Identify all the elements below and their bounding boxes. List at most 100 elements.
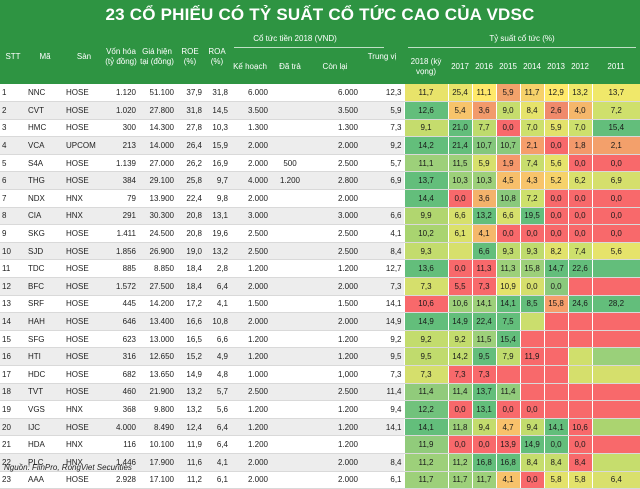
yield-cell: 22,4 <box>471 312 496 331</box>
row-plan: 4.000 <box>230 171 270 191</box>
yield-cell <box>591 330 640 349</box>
row-roa: 4,1 <box>204 295 230 314</box>
row-median: 14,1 <box>360 418 404 437</box>
table-row: 14 HAH HOSE 646 13.400 16,6 10,8 2.000 2.000 14,9… <box>0 312 640 331</box>
row-roa: 2,8 <box>204 259 230 279</box>
row-roe: 25,8 <box>176 171 204 191</box>
table-row: 23 AAA HOSE 2.928 17.100 11,2 6,1 2.000 2.000 6,1… <box>0 471 640 489</box>
row-plan: 6.000 <box>230 84 270 103</box>
row-roe: 11,2 <box>176 471 204 489</box>
yield-cell: 13,9 <box>495 435 520 454</box>
row-ticker: NNC <box>26 84 64 103</box>
yield-cell <box>567 277 592 296</box>
yield-cell <box>543 383 568 402</box>
header-stt: STT <box>5 52 21 61</box>
yield-cell: 24,6 <box>567 295 592 314</box>
yield-cell: 6,6 <box>447 207 472 226</box>
yield-cell <box>591 259 640 279</box>
header-vonhoa: Vốn hóa (tỷ đồng) <box>105 47 137 66</box>
row-price: 29.100 <box>138 171 176 191</box>
row-roa: 13,1 <box>204 207 230 226</box>
row-roa: 31,8 <box>204 84 230 103</box>
yield-cell: 5,8 <box>543 471 568 489</box>
row-ticker: THG <box>26 171 64 191</box>
row-plan: 3.000 <box>230 207 270 226</box>
row-stt: 22 <box>0 453 26 472</box>
row-paid <box>270 242 310 261</box>
yield-cell: 0,0 <box>519 224 544 243</box>
row-market-cap: 384 <box>104 171 138 191</box>
yield-cell: 0,0 <box>567 189 592 208</box>
yield-cell: 5,6 <box>591 242 640 261</box>
row-remaining: 1.300 <box>310 119 360 138</box>
yield-cell: 0,0 <box>543 136 568 155</box>
header-trungvi: Trung vị <box>367 52 397 61</box>
header-year-2015: 2015 <box>499 62 517 71</box>
row-roe: 11,6 <box>176 453 204 472</box>
row-roa: 6,4 <box>204 435 230 454</box>
yield-cell: 0,0 <box>567 207 592 226</box>
row-market-cap: 885 <box>104 259 138 279</box>
row-market-cap: 368 <box>104 400 138 419</box>
row-ticker: S4A <box>26 154 64 173</box>
row-price: 17.900 <box>138 453 176 472</box>
yield-cell: 10,3 <box>447 171 472 191</box>
yield-cell: 5,9 <box>495 84 520 103</box>
yield-cell: 11,1 <box>471 84 496 103</box>
row-plan: 2.000 <box>230 154 270 173</box>
yield-cell: 9,3 <box>519 242 544 261</box>
row-price: 9.800 <box>138 400 176 419</box>
row-median: 14,1 <box>360 295 404 314</box>
yield-cell: 0,0 <box>495 224 520 243</box>
row-remaining: 3.000 <box>310 207 360 226</box>
row-paid <box>270 189 310 208</box>
yield-cell: 11,8 <box>447 418 472 437</box>
row-stt: 23 <box>0 471 26 489</box>
table-row: 6 THG HOSE 384 29.100 25,8 9,7 4.000 1.200 2.800 6… <box>0 171 640 191</box>
row-ticker: SJD <box>26 242 64 261</box>
row-market-cap: 623 <box>104 330 138 349</box>
row-stt: 21 <box>0 435 26 454</box>
row-roe: 12,4 <box>176 418 204 437</box>
row-market-cap: 1.572 <box>104 277 138 296</box>
table-row: 9 SKG HOSE 1.411 24.500 20,8 19,6 2.500 2.500 4,1… <box>0 224 640 243</box>
row-ticker: TDC <box>26 259 64 279</box>
row-exchange: HOSE <box>64 471 104 489</box>
yield-cell: 0,0 <box>447 400 472 419</box>
table-row: 22 PLC HNX 1.446 17.900 11,6 4,1 2.000 2.000 8,4 1… <box>0 453 640 472</box>
row-price: 24.500 <box>138 224 176 243</box>
yield-cell: 14,9 <box>403 312 448 331</box>
row-ticker: CIA <box>26 207 64 226</box>
row-ticker: AAA <box>26 471 64 489</box>
row-stt: 6 <box>0 171 26 191</box>
yield-cell: 11,4 <box>495 383 520 402</box>
row-roe: 22,4 <box>176 189 204 208</box>
row-market-cap: 300 <box>104 119 138 138</box>
yield-cell: 0,0 <box>471 435 496 454</box>
yield-cell: 10,6 <box>567 418 592 437</box>
header-divider <box>408 47 636 48</box>
yield-cell: 7,4 <box>519 154 544 173</box>
row-ticker: SRF <box>26 295 64 314</box>
row-exchange: HNX <box>64 435 104 454</box>
row-roe: 15,2 <box>176 347 204 366</box>
yield-cell: 7,5 <box>495 312 520 331</box>
header-datra: Đã trả <box>279 62 301 71</box>
row-price: 26.900 <box>138 242 176 261</box>
row-price: 27.000 <box>138 154 176 173</box>
yield-cell <box>519 365 544 384</box>
yield-cell: 21,4 <box>447 136 472 155</box>
header-year-2011: 2011 <box>607 62 625 71</box>
row-price: 17.100 <box>138 471 176 489</box>
row-plan: 2.000 <box>230 453 270 472</box>
yield-cell: 11,7 <box>403 84 448 103</box>
yield-cell <box>567 330 592 349</box>
yield-cell: 7,3 <box>403 365 448 384</box>
row-market-cap: 1.446 <box>104 453 138 472</box>
row-plan: 2.000 <box>230 136 270 155</box>
row-remaining: 2.000 <box>310 312 360 331</box>
row-price: 27.500 <box>138 277 176 296</box>
yield-cell: 28,2 <box>591 295 640 314</box>
row-exchange: UPCOM <box>64 136 104 155</box>
yield-cell: 15,4 <box>495 330 520 349</box>
